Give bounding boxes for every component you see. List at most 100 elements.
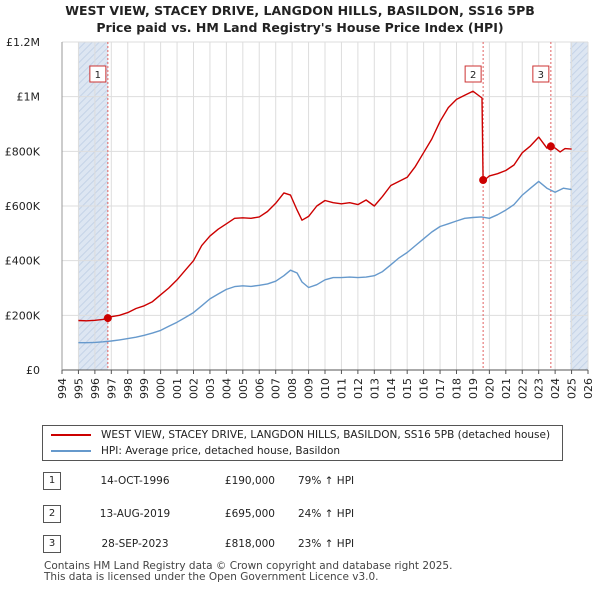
x-tick-label: 2007: [270, 378, 283, 400]
hatch-line: [78, 250, 109, 281]
y-tick-label: £200K: [5, 309, 41, 322]
hatch-line: [78, 194, 109, 225]
x-tick-label: 2020: [483, 378, 496, 400]
hatch-line: [569, 107, 589, 127]
hatch-line: [569, 317, 589, 337]
title-line-1: WEST VIEW, STACEY DRIVE, LANGDON HILLS, …: [65, 3, 535, 18]
x-tick-label: 2009: [303, 378, 316, 400]
x-tick-label: 2003: [204, 378, 217, 400]
x-tick-label: 2024: [549, 378, 562, 400]
hatch-line: [569, 254, 589, 274]
sale-price: £190,000: [224, 475, 275, 487]
hatch-line: [569, 324, 589, 344]
hatch-line: [78, 187, 109, 218]
hatch-line: [569, 296, 589, 316]
legend-swatch-property: [51, 434, 91, 436]
y-tick-label: £1.2M: [6, 36, 40, 49]
sale-marker-label: 1: [95, 70, 101, 81]
hatch-line: [569, 93, 589, 113]
hatch-line: [78, 243, 109, 274]
hatch-line: [78, 41, 107, 71]
hatch-line: [569, 303, 589, 323]
x-tick-label: 2010: [319, 378, 332, 400]
hatch-line: [78, 159, 109, 190]
hatch-line: [78, 271, 109, 302]
sale-price: £695,000: [224, 508, 275, 520]
hatch-line: [78, 41, 86, 50]
hatch-line: [78, 278, 109, 309]
table-row: 1 14-OCT-1996 £190,000 79% ↑ HPI: [0, 470, 600, 492]
y-tick-label: £0: [26, 364, 40, 377]
hatch-line: [78, 306, 109, 337]
hatch-line: [569, 345, 589, 365]
hatch-line: [86, 348, 109, 371]
hatch-line: [570, 352, 589, 371]
hatch-line: [78, 138, 109, 169]
x-tick-label: 2001: [171, 378, 184, 400]
hatch-line: [78, 229, 109, 260]
hatch-line: [569, 149, 589, 169]
sale-price: £818,000: [224, 538, 275, 550]
hatch-line: [78, 215, 109, 246]
hatch-line: [78, 208, 109, 239]
hatch-line: [569, 331, 589, 351]
hatch-line: [100, 362, 109, 371]
y-tick-label: £600K: [5, 200, 41, 213]
table-row: 3 28-SEP-2023 £818,000 23% ↑ HPI: [0, 533, 600, 555]
legend-label-hpi: HPI: Average price, detached house, Basi…: [101, 445, 341, 457]
hatch-line: [78, 117, 109, 148]
hatch-line: [569, 212, 589, 232]
x-tick-label: 2014: [385, 378, 398, 400]
hatch-line: [569, 191, 589, 211]
sale-marker-label: 3: [538, 70, 544, 81]
hatch-line: [78, 41, 93, 57]
hatch-line: [569, 184, 589, 204]
sale-date: 13-AUG-2019: [99, 508, 171, 520]
hatch-line: [79, 341, 109, 371]
hatch-line: [569, 100, 589, 120]
hatch-line: [93, 355, 109, 371]
sale-point: [479, 176, 488, 185]
hatch-line: [78, 257, 109, 288]
x-tick-label: 1998: [122, 378, 135, 400]
hatch-line: [569, 240, 589, 260]
x-tick-label: 1996: [89, 378, 102, 400]
hatch-line: [569, 41, 585, 57]
footer-line-2: This data is licensed under the Open Gov…: [44, 571, 379, 583]
x-tick-label: 2023: [533, 378, 546, 400]
x-tick-label: 1995: [72, 378, 85, 400]
x-tick-label: 2025: [566, 378, 579, 400]
x-tick-label: 2008: [286, 378, 299, 400]
sale-hpi-change: 79% ↑ HPI: [298, 475, 355, 487]
hatch-line: [78, 110, 109, 141]
x-tick-label: 2021: [500, 378, 513, 400]
hatch-line: [569, 310, 589, 330]
hatch-line: [569, 86, 589, 106]
hatch-line: [78, 96, 109, 127]
y-tick-label: £1M: [17, 91, 41, 104]
hatch-line: [569, 177, 589, 197]
sale-marker-label: 2: [470, 70, 476, 81]
hatch-line: [569, 282, 589, 302]
hatch-line: [569, 261, 589, 281]
sale-date: 14-OCT-1996: [100, 475, 170, 487]
x-tick-label: 2013: [368, 378, 381, 400]
hatch-line: [569, 44, 589, 64]
x-tick-label: 2015: [401, 378, 414, 400]
hatch-line: [569, 142, 589, 162]
hatch-line: [78, 82, 109, 113]
hatch-line: [569, 163, 589, 183]
price-chart: £0 £200K £400K £600K £800K £1M £1.2M 1994 1995 19…: [5, 36, 595, 400]
hatch-line: [569, 205, 589, 225]
x-tick-label: 2000: [155, 378, 168, 400]
hatch-line: [569, 156, 589, 176]
hatch-line: [78, 264, 109, 295]
sale-marker-box: [89, 65, 107, 83]
x-tick-label: 2005: [237, 378, 250, 400]
x-tick-label: 2016: [418, 378, 431, 400]
sale-point: [546, 142, 555, 151]
hatch-line: [78, 285, 109, 316]
x-tick-label: 2019: [467, 378, 480, 400]
hatch-line: [78, 131, 109, 162]
hatch-line: [569, 338, 589, 358]
